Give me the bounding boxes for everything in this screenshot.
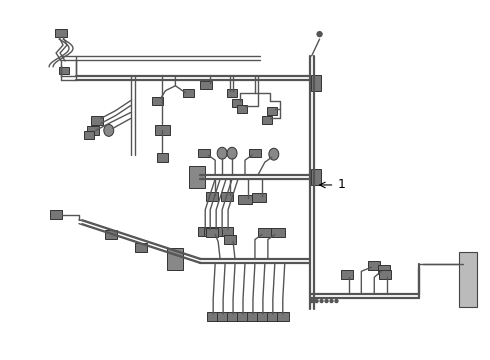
Circle shape	[315, 300, 318, 302]
Bar	[238, 195, 252, 204]
Bar	[232, 99, 242, 107]
Bar	[227, 89, 237, 96]
Bar	[237, 312, 249, 321]
Bar	[262, 117, 272, 125]
Bar	[84, 131, 94, 139]
Bar	[59, 67, 69, 74]
Bar	[206, 192, 218, 201]
Bar	[216, 227, 226, 236]
Circle shape	[335, 300, 338, 302]
Bar	[267, 107, 277, 114]
Circle shape	[330, 300, 333, 302]
Bar	[189, 166, 205, 188]
Bar	[311, 169, 320, 185]
Bar	[91, 116, 103, 125]
Bar	[55, 29, 67, 37]
Bar	[105, 230, 117, 239]
Bar	[135, 243, 147, 252]
Bar	[252, 193, 266, 202]
Bar	[168, 248, 183, 270]
Bar	[271, 228, 285, 237]
Bar	[204, 227, 215, 236]
Bar	[200, 81, 212, 89]
Bar	[227, 312, 239, 321]
Bar	[249, 149, 261, 157]
Bar	[207, 312, 219, 321]
Ellipse shape	[217, 147, 227, 159]
Ellipse shape	[269, 148, 279, 160]
Bar	[206, 228, 218, 237]
Bar	[267, 312, 279, 321]
Bar	[217, 312, 229, 321]
Bar	[183, 89, 194, 96]
Bar	[311, 75, 320, 91]
Bar	[379, 270, 391, 279]
Bar	[152, 96, 163, 105]
Bar	[342, 270, 353, 279]
Bar	[154, 125, 171, 135]
Bar	[221, 192, 233, 201]
Circle shape	[325, 300, 328, 302]
Bar	[156, 153, 169, 162]
Bar	[368, 261, 380, 270]
Bar	[224, 235, 236, 244]
Bar	[50, 210, 62, 219]
Text: 1: 1	[338, 179, 345, 192]
Bar	[378, 265, 390, 274]
Circle shape	[310, 300, 313, 302]
Circle shape	[320, 300, 323, 302]
Bar	[87, 126, 99, 135]
Bar	[210, 227, 220, 236]
Ellipse shape	[227, 147, 237, 159]
Bar	[221, 227, 233, 236]
Ellipse shape	[104, 125, 114, 136]
Bar	[198, 149, 210, 157]
Bar	[258, 228, 272, 237]
Bar	[237, 105, 247, 113]
Bar	[459, 252, 477, 307]
Bar	[198, 227, 209, 236]
Circle shape	[317, 32, 322, 37]
Bar	[257, 312, 269, 321]
Bar	[277, 312, 289, 321]
Bar	[247, 312, 259, 321]
